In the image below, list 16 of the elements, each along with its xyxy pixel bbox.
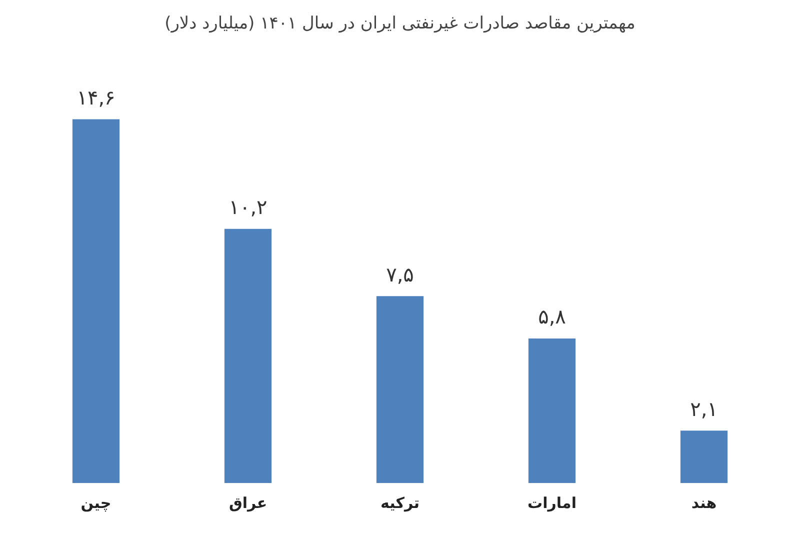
bar xyxy=(376,296,424,483)
data-label: ۵,۸ xyxy=(538,304,566,329)
bar xyxy=(528,338,576,483)
x-tick-label: ترکیه xyxy=(380,494,420,512)
data-label: ۱۰,۲ xyxy=(228,195,268,220)
data-label: ۱۴,۶ xyxy=(76,85,116,110)
x-tick-label: عراق xyxy=(228,494,268,512)
x-tick-label: هند xyxy=(691,494,717,512)
bar xyxy=(72,119,120,483)
bar xyxy=(680,430,728,483)
chart-title: مهمترین مقاصد صادرات غیرنفتی ایران در سال ۱۴۰۱ (میلیارد دلار) xyxy=(164,14,636,34)
data-label: ۲,۱ xyxy=(690,396,718,421)
data-label: ۷,۵ xyxy=(386,262,414,286)
bar xyxy=(224,228,272,483)
x-tick-label: چین xyxy=(80,494,112,512)
x-tick-label: امارات xyxy=(528,494,576,512)
